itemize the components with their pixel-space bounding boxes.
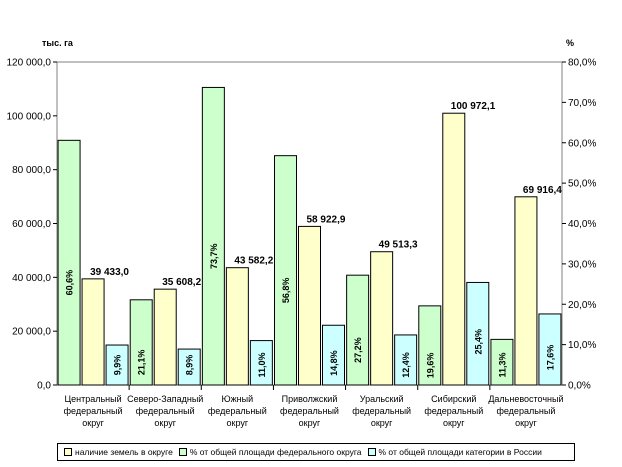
bar	[57, 139, 81, 386]
right-tick-label: 60,0%	[568, 138, 596, 149]
data-label: 19,6%	[425, 353, 435, 379]
legend-swatch	[64, 448, 72, 456]
category-label: федеральный	[424, 406, 483, 416]
category-label: федеральный	[136, 406, 195, 416]
bar	[466, 281, 490, 386]
category-label: федеральный	[280, 406, 339, 416]
category-label: округ	[154, 418, 176, 428]
category-label: федеральный	[64, 406, 123, 416]
category-label: округ	[227, 418, 249, 428]
data-label: 8,9%	[185, 355, 195, 376]
category-label: Центральный	[64, 394, 121, 404]
bar	[514, 196, 538, 386]
data-label: 49 513,3	[379, 240, 418, 251]
data-label: 60,6%	[65, 270, 75, 296]
right-tick-label: 20,0%	[568, 300, 596, 311]
left-tick-label: 0,0	[37, 381, 51, 392]
data-label: 9,9%	[113, 355, 123, 376]
data-label: 25,4%	[473, 329, 483, 355]
legend-swatch	[178, 448, 187, 456]
data-label: 43 582,2	[234, 256, 273, 267]
data-labels: 60,6% 39 433,0 9,9% 21,1% 35 608,2 8,9% 73,7% 4…	[65, 101, 563, 378]
right-axis-unit: %	[566, 38, 574, 48]
data-label: 11,0%	[257, 352, 267, 377]
legend-item: % от общей площади категории в России	[367, 447, 542, 457]
bars	[57, 86, 562, 386]
right-tick-label: 70,0%	[568, 98, 596, 109]
category-label: округ	[82, 418, 104, 428]
data-label: 73,7%	[209, 243, 219, 269]
bar	[346, 274, 370, 386]
data-label: 58 922,9	[307, 214, 346, 225]
category-label: Уральский	[360, 394, 404, 404]
left-axis-unit: тыс. га	[42, 38, 74, 48]
right-tick-label: 10,0%	[568, 340, 596, 351]
right-tick-label: 0,0%	[568, 381, 591, 392]
category-label: Южный	[222, 394, 254, 404]
bar	[370, 251, 394, 386]
bar	[81, 278, 105, 386]
category-label: округ	[371, 418, 393, 428]
bar	[418, 305, 442, 386]
bar	[105, 344, 129, 386]
legend-item: наличие земель в округе	[64, 447, 173, 457]
data-label: 100 972,1	[451, 101, 496, 112]
legend-label: % от общей площади федерального округа	[189, 447, 362, 457]
bar	[225, 267, 249, 386]
data-label: 69 916,4	[523, 185, 562, 196]
data-label: 21,1%	[137, 350, 147, 376]
category-label: округ	[515, 418, 537, 428]
category-label: федеральный	[208, 406, 267, 416]
category-label: округ	[299, 418, 321, 428]
axes: 0,0 20 000,0 40 000,0 60 000,0 80 000,0 100 0…	[7, 58, 597, 392]
category-labels: Центральный федеральный округ Северо-Западн…	[64, 394, 564, 428]
data-label: 17,6%	[545, 345, 555, 371]
data-label: 39 433,0	[90, 267, 129, 278]
bar	[129, 299, 153, 386]
category-label: Приволжский	[282, 394, 338, 404]
category-label: Северо-Западный	[127, 394, 203, 404]
right-tick-label: 40,0%	[568, 219, 596, 230]
bar	[249, 340, 273, 386]
legend-item: % от общей площади федерального округа	[178, 447, 362, 457]
category-label: федеральный	[352, 406, 411, 416]
category-label: федеральный	[496, 406, 555, 416]
bar	[153, 288, 177, 386]
data-label: 12,4%	[401, 352, 411, 378]
data-label: 14,8%	[329, 350, 339, 376]
bar	[394, 334, 418, 386]
bar	[490, 338, 514, 386]
right-tick-label: 30,0%	[568, 259, 596, 270]
legend: наличие земель в округе % от общей площад…	[57, 443, 575, 461]
category-label: Сибирский	[431, 394, 476, 404]
category-label: округ	[443, 418, 465, 428]
left-tick-label: 80 000,0	[12, 165, 51, 176]
left-tick-label: 60 000,0	[12, 219, 51, 230]
legend-label: % от общей площади категории в России	[378, 447, 542, 457]
bar	[274, 155, 297, 386]
bar	[442, 112, 466, 386]
bar	[298, 225, 321, 386]
data-label: 11,3%	[497, 352, 507, 377]
data-label: 56,8%	[281, 278, 291, 304]
right-tick-label: 50,0%	[568, 179, 596, 190]
left-tick-label: 20 000,0	[12, 327, 51, 338]
data-label: 35 608,2	[162, 277, 201, 288]
data-label: 27,2%	[353, 337, 363, 363]
legend-swatch	[367, 448, 376, 456]
bar	[322, 324, 345, 386]
left-tick-label: 40 000,0	[12, 273, 51, 284]
left-tick-label: 120 000,0	[7, 58, 52, 69]
bar	[177, 348, 201, 386]
legend-label: наличие земель в округе	[75, 447, 173, 457]
bar	[538, 313, 562, 386]
bar	[201, 86, 225, 386]
right-tick-label: 80,0%	[568, 58, 596, 69]
left-tick-label: 100 000,0	[7, 111, 52, 122]
category-label: Дальневосточный	[488, 394, 563, 404]
